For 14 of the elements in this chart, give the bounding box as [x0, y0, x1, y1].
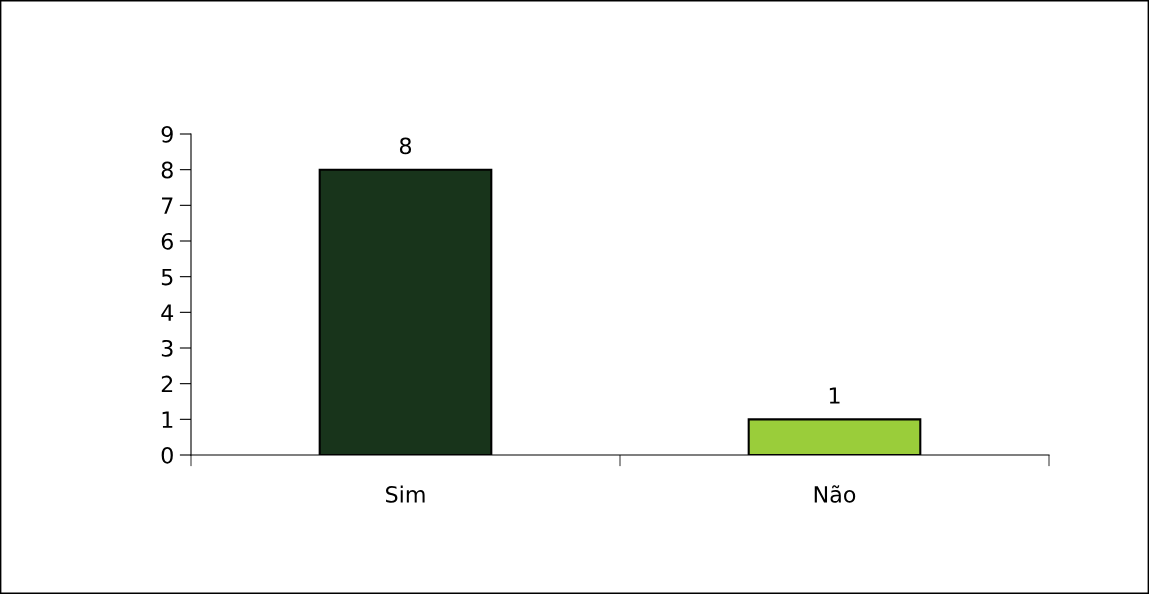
y-tick-label: 4: [161, 304, 174, 321]
x-tick-label: Não: [814, 485, 856, 503]
y-tick-label: 9: [161, 125, 173, 143]
y-tick-label: 2: [161, 375, 173, 393]
y-tick-label: 5: [161, 268, 173, 286]
y-tick-label: 0: [161, 446, 173, 464]
y-tick-label: 6: [161, 232, 173, 250]
data-label: 8: [399, 137, 412, 155]
y-tick-label: 7: [162, 197, 173, 214]
x-tick-label: Sim: [386, 485, 425, 503]
y-tick-label: 3: [161, 339, 173, 357]
y-tick-label: 8: [161, 161, 173, 179]
data-label: 1: [829, 387, 840, 404]
y-tick-label: 1: [162, 411, 173, 428]
